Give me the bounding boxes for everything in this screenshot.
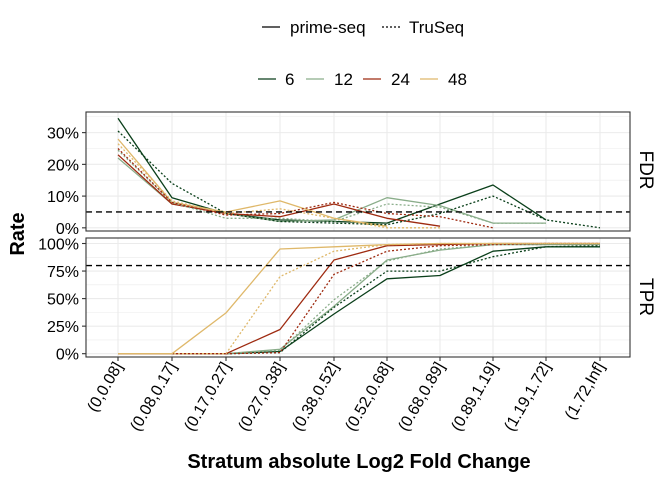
y-tick-label: 25%	[47, 319, 79, 336]
x-tick-label: (0.68,0.89]	[395, 360, 448, 435]
legend-label-6: 6	[285, 70, 294, 89]
legend-label-12: 12	[334, 70, 353, 89]
x-tick-label: (0.52,0.68]	[342, 360, 395, 435]
legend-label-24: 24	[391, 70, 410, 89]
panel-background	[86, 112, 630, 231]
x-axis-title: Stratum absolute Log2 Fold Change	[187, 451, 530, 473]
y-tick-label: 20%	[47, 157, 79, 174]
y-tick-label: 75%	[47, 264, 79, 281]
panel-tpr: 0% 25% 50% 75% 100%	[38, 237, 631, 364]
linetype-legend: prime-seq TruSeq	[262, 18, 464, 37]
panel-fdr: 0% 10% 20% 30%	[47, 111, 631, 238]
strip-label-fdr: FDR	[635, 150, 656, 189]
panel-border	[85, 111, 631, 232]
series-line-prime-seq-6-fdr	[117, 117, 547, 224]
series-line-truseq-12-fdr	[117, 149, 546, 224]
y-tick-label: 30%	[47, 126, 79, 143]
series-line-prime-seq-48-tpr	[118, 242, 600, 355]
legend-label-truseq: TruSeq	[409, 18, 464, 37]
series-line-truseq-48-fdr	[117, 143, 440, 229]
legend-label-prime-seq: prime-seq	[290, 18, 366, 37]
y-tick-label: 0%	[56, 347, 79, 364]
x-tick-label: (0.17,0.27]	[181, 360, 234, 435]
y-tick-label: 0%	[56, 221, 79, 238]
panel-border	[85, 237, 631, 358]
series-line-truseq-24-fdr	[117, 148, 494, 229]
legend-label-48: 48	[448, 70, 467, 89]
color-legend: 6 12 24 48	[258, 70, 467, 89]
series-line-truseq-48-tpr	[118, 242, 600, 355]
x-tick-label: (0.08,0.17]	[127, 360, 180, 435]
y-axis-title: Rate	[7, 212, 29, 255]
x-axis-ticks: (0,0.08] (0.08,0.17] (0.17,0.27] (0.27,0.38…	[85, 360, 609, 435]
y-tick-label: 100%	[38, 237, 79, 254]
x-tick-label: (0.89,1.19]	[448, 360, 501, 435]
strip-label-tpr: TPR	[635, 278, 656, 316]
x-tick-label: (1.72,Inf]	[562, 360, 608, 423]
x-tick-label: (0.38,0.52]	[289, 360, 342, 435]
x-tick-label: (0,0.08]	[85, 360, 127, 415]
series-line-prime-seq-24-fdr	[117, 154, 441, 227]
x-tick-label: (1.19,1.72]	[501, 360, 554, 435]
series-line-truseq-6-fdr	[117, 130, 601, 229]
x-tick-label: (0.27,0.38]	[235, 360, 288, 435]
y-tick-label: 10%	[47, 189, 79, 206]
y-tick-label: 50%	[47, 292, 79, 309]
